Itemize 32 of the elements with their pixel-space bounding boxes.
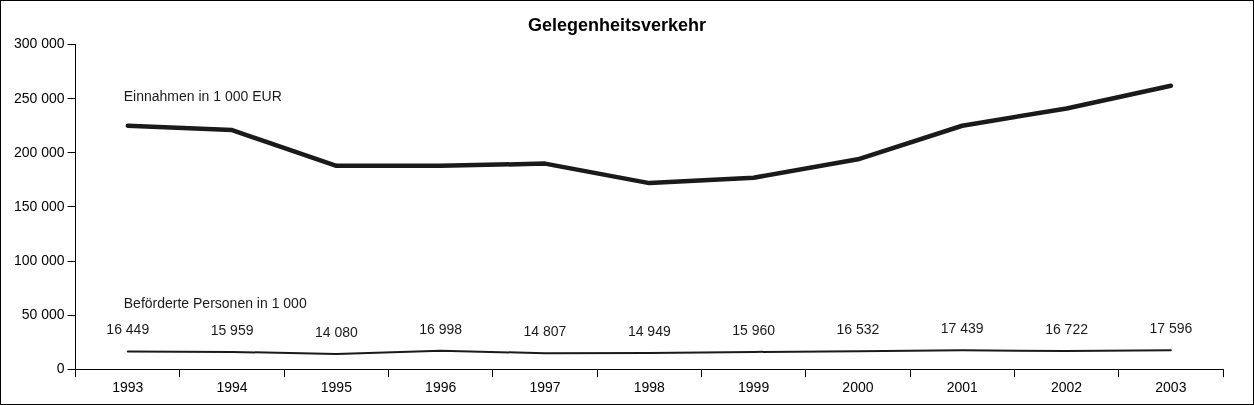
y-tick-label: 250 000 — [14, 89, 65, 106]
x-tick-label: 2003 — [1155, 379, 1187, 396]
x-tick-label: 1993 — [112, 379, 144, 396]
x-tick-label: 1996 — [425, 379, 457, 396]
y-tick-label: 100 000 — [14, 251, 65, 268]
x-tick-label: 2002 — [1050, 379, 1083, 396]
data-label: 16 532 — [836, 321, 880, 338]
data-label: 16 722 — [1045, 320, 1089, 337]
text: Beförderte Personen in 1 000 — [123, 295, 307, 312]
x-tick-label: 1995 — [320, 379, 353, 396]
data-label: 17 596 — [1149, 320, 1193, 337]
data-label: 15 959 — [210, 321, 254, 338]
x-tick-label: 1999 — [738, 379, 770, 396]
series-label: Einnahmen in 1 000 EUR — [123, 87, 282, 104]
y-tick-label: 0 — [56, 360, 65, 377]
chart-title: Gelegenheitsverkehr — [527, 14, 707, 35]
data-label: 14 080 — [314, 323, 358, 340]
data-label: 14 807 — [523, 323, 567, 340]
y-tick-label: 200 000 — [14, 143, 65, 160]
x-tick-label: 1997 — [529, 379, 561, 396]
y-tick-label: 150 000 — [14, 197, 65, 214]
y-tick-label: 50 000 — [21, 305, 65, 322]
y-tick-label: 300 000 — [14, 35, 65, 52]
data-label: 14 949 — [627, 322, 671, 339]
data-label: 16 449 — [106, 321, 150, 338]
data-label: 15 960 — [732, 321, 776, 338]
x-tick-label: 2001 — [946, 379, 979, 396]
x-tick-label: 1994 — [216, 379, 248, 396]
x-tick-label: 1998 — [633, 379, 666, 396]
data-label: 16 998 — [419, 320, 463, 337]
x-tick-label: 2000 — [842, 379, 874, 396]
data-label: 17 439 — [940, 320, 984, 337]
